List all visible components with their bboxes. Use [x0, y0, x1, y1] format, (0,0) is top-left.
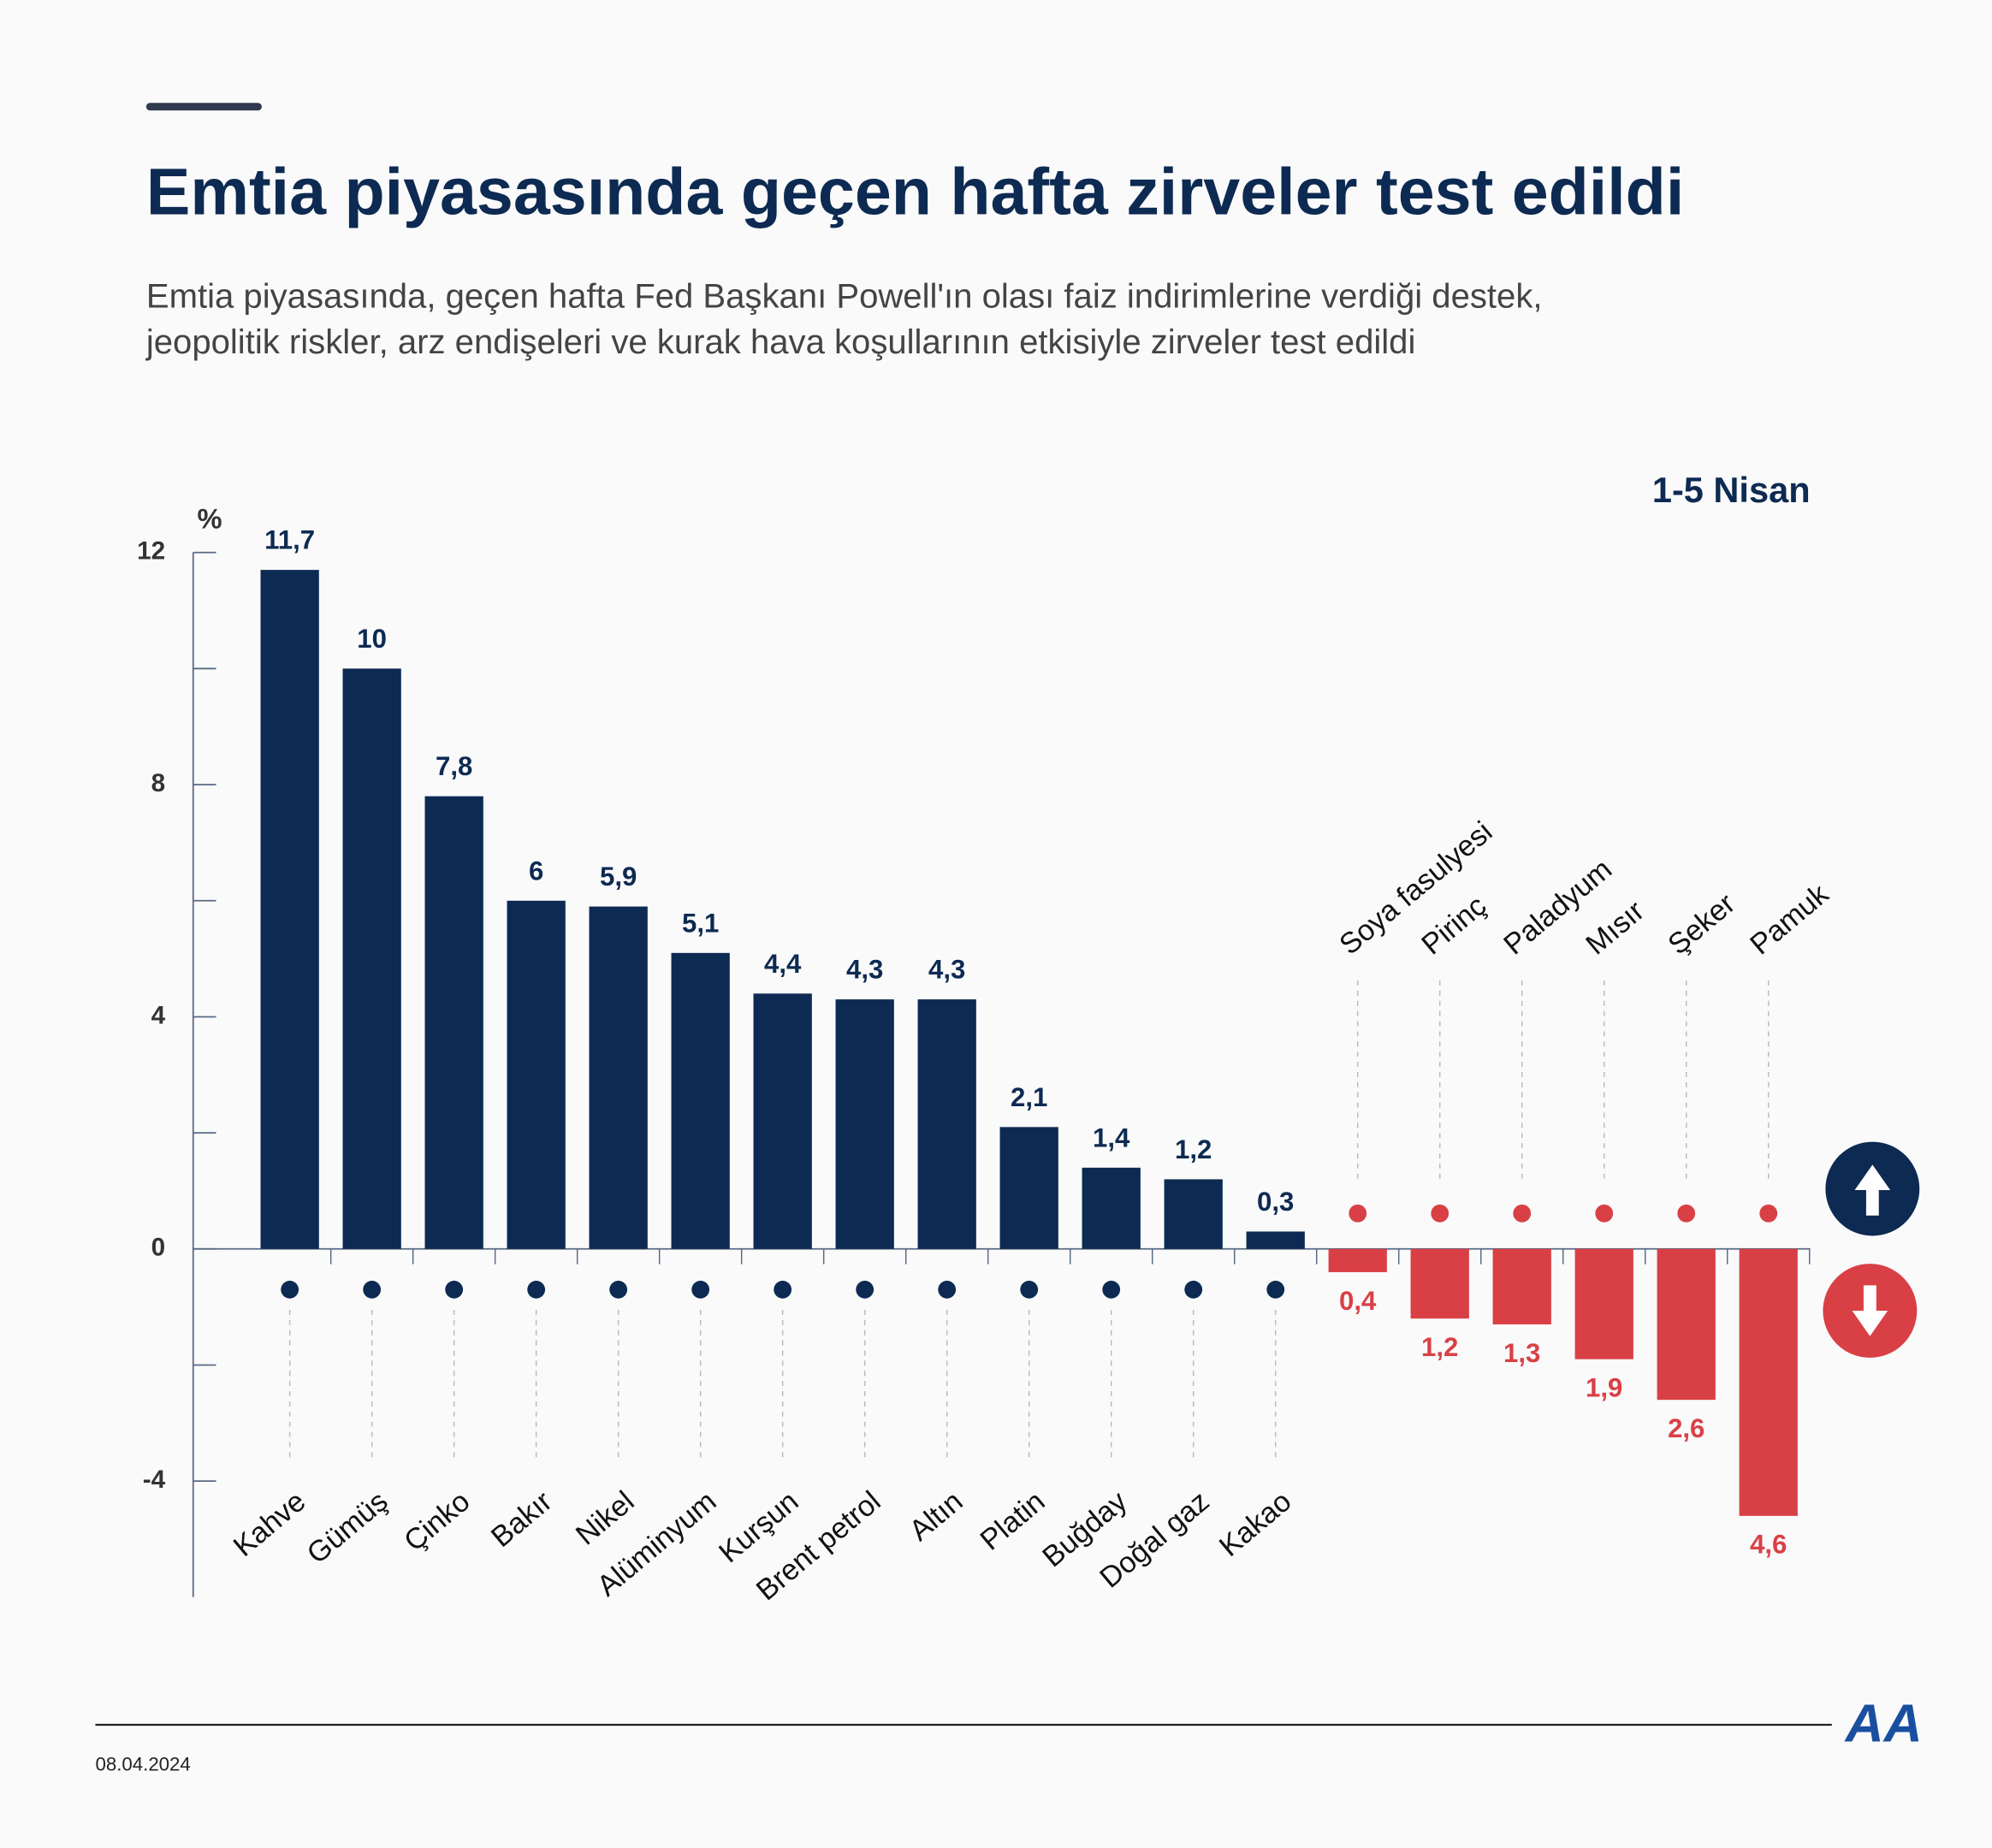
- bar: [1410, 1248, 1469, 1319]
- value-label: 1,2: [1175, 1134, 1212, 1164]
- bar: [1492, 1248, 1551, 1324]
- bar: [1739, 1248, 1798, 1516]
- value-label: 5,9: [600, 862, 637, 891]
- down-arrow: [1852, 1285, 1888, 1336]
- bar: [1082, 1167, 1141, 1249]
- bar: [1164, 1179, 1223, 1249]
- value-label: 6: [529, 856, 543, 886]
- bar: [589, 906, 648, 1249]
- bar: [1574, 1248, 1633, 1359]
- bar: [999, 1127, 1058, 1249]
- bar: [835, 999, 894, 1249]
- value-label: 4,3: [846, 955, 883, 985]
- logo: AA: [1844, 1694, 1923, 1753]
- icon: [527, 1280, 546, 1299]
- bar: [671, 952, 730, 1249]
- bar: [424, 796, 483, 1249]
- subtitle: Emtia piyasasında, geçen hafta Fed Başka…: [146, 277, 1543, 315]
- y-tick-label: 12: [137, 537, 165, 566]
- y-unit: %: [198, 502, 222, 534]
- value-label: 1,4: [1093, 1122, 1130, 1152]
- y-tick-label: -4: [143, 1466, 166, 1494]
- bar: [342, 668, 401, 1249]
- chart-title: Emtia piyasasında geçen hafta zirveler t…: [146, 155, 1684, 228]
- bar: [260, 570, 319, 1249]
- value-label: 4,3: [928, 955, 965, 985]
- value-label: 4,6: [1750, 1530, 1787, 1560]
- icon: [1513, 1204, 1532, 1223]
- icon: [281, 1280, 299, 1299]
- icon: [774, 1280, 792, 1299]
- icon: [691, 1280, 710, 1299]
- value-label: 11,7: [264, 525, 315, 555]
- icon: [1266, 1280, 1285, 1299]
- icon: [1431, 1204, 1450, 1223]
- icon: [938, 1280, 957, 1299]
- value-label: 7,8: [436, 751, 472, 781]
- icon: [1020, 1280, 1039, 1299]
- period: 1-5 Nisan: [1652, 470, 1811, 510]
- value-label: 10: [357, 624, 387, 654]
- value-label: 2,6: [1668, 1413, 1704, 1443]
- icon: [1595, 1204, 1614, 1223]
- subtitle: jeopolitik riskler, arz endişeleri ve ku…: [145, 323, 1416, 361]
- icon: [1102, 1280, 1121, 1299]
- y-tick-label: 0: [151, 1234, 166, 1262]
- icon: [1677, 1204, 1696, 1223]
- bar: [507, 900, 566, 1249]
- bar: [1657, 1248, 1716, 1401]
- value-label: 1,9: [1586, 1373, 1622, 1403]
- value-label: 0,3: [1257, 1187, 1294, 1217]
- icon: [1349, 1204, 1367, 1223]
- bar: [1246, 1231, 1305, 1249]
- bar: [753, 993, 812, 1249]
- bar: [1328, 1248, 1387, 1272]
- icon: [1759, 1204, 1778, 1223]
- bar: [917, 999, 976, 1249]
- date: 08.04.2024: [95, 1753, 190, 1774]
- value-label: 4,4: [764, 949, 802, 979]
- y-tick-label: 8: [151, 769, 166, 797]
- icon: [1184, 1280, 1203, 1299]
- icon: [609, 1280, 628, 1299]
- value-label: 2,1: [1011, 1082, 1047, 1112]
- icon: [363, 1280, 382, 1299]
- y-tick-label: 4: [151, 1001, 166, 1029]
- value-label: 0,4: [1339, 1286, 1377, 1316]
- icon: [856, 1280, 874, 1299]
- value-label: 5,1: [682, 908, 719, 938]
- value-label: 1,3: [1503, 1338, 1540, 1368]
- value-label: 1,2: [1421, 1332, 1458, 1362]
- icon: [445, 1280, 464, 1299]
